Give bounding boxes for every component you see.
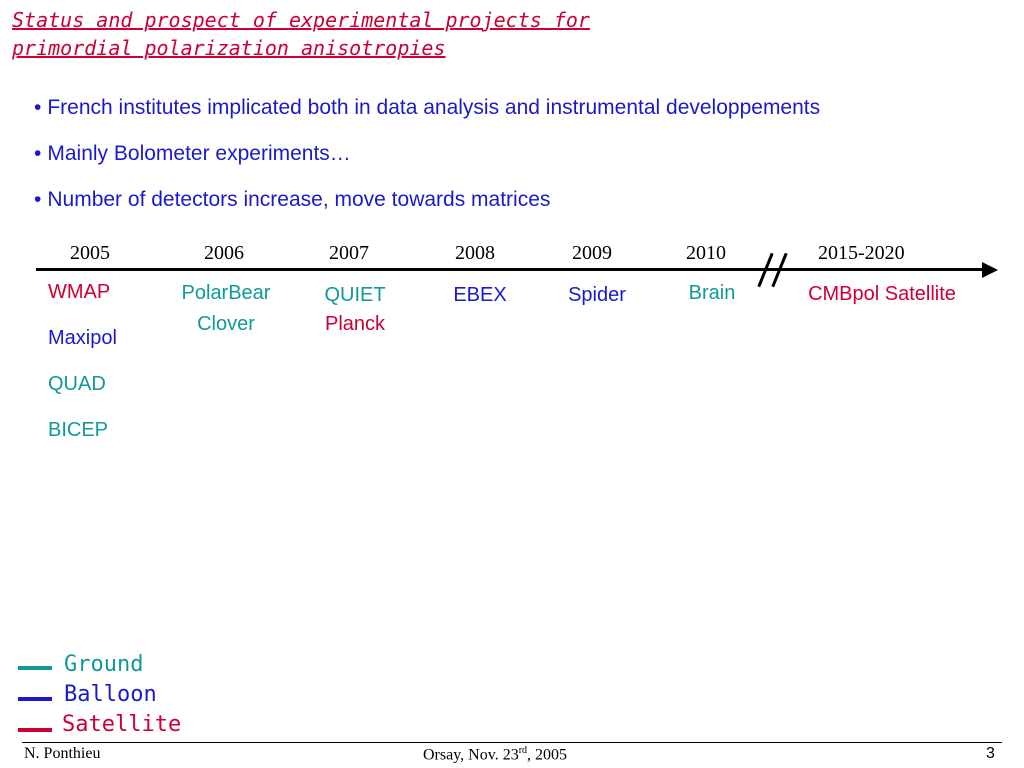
year-2006: 2006 <box>204 242 244 264</box>
page-number: 3 <box>986 745 995 762</box>
project-spider: Spider <box>568 284 626 306</box>
legend-label-balloon: Balloon <box>64 682 157 707</box>
project-ebex: EBEX <box>453 284 507 306</box>
bullet-text: French institutes implicated both in dat… <box>47 96 821 119</box>
project-cmbpol-satellite: CMBpol Satellite <box>808 283 956 305</box>
year-2008: 2008 <box>455 242 495 264</box>
legend-label-ground: Ground <box>64 652 144 677</box>
project-brain: Brain <box>688 282 736 304</box>
slide-title: Status and prospect of experimental proj… <box>12 6 712 62</box>
project-wmap: WMAP <box>48 281 111 303</box>
bullet-item-1: • French institutes implicated both in da… <box>34 96 820 120</box>
footer-author: N. Ponthieu <box>24 745 101 762</box>
project-bicep: BICEP <box>48 419 109 441</box>
bullet-dot: • <box>34 96 42 119</box>
footer-place-suffix: , 2005 <box>527 746 568 764</box>
title-line-2: primordial polarization anisotropies <box>12 36 446 60</box>
arrow-right-icon <box>982 262 998 278</box>
year-2005: 2005 <box>70 242 110 264</box>
legend-label-satellite: Satellite <box>62 712 182 737</box>
bullet-text: Mainly Bolometer experiments… <box>47 142 351 165</box>
project-polarbear: PolarBear <box>181 282 271 304</box>
year-2010: 2010 <box>686 242 726 264</box>
bullet-dot: • <box>34 142 42 165</box>
year-2015-2020: 2015-2020 <box>818 242 905 264</box>
legend-swatch-balloon <box>18 697 52 701</box>
year-2009: 2009 <box>572 242 612 264</box>
bullet-text: Number of detectors increase, move towar… <box>47 188 551 211</box>
title-line-1: Status and prospect of experimental proj… <box>12 8 590 32</box>
project-maxipol: Maxipol <box>48 327 117 349</box>
bullet-item-3: • Number of detectors increase, move towa… <box>34 188 550 212</box>
project-quiet: QUIET <box>324 284 386 306</box>
footer-place-date: Orsay, Nov. 23rd, 2005 <box>423 745 567 764</box>
footer-place-prefix: Orsay, Nov. 23 <box>423 746 519 764</box>
project-quad: QUAD <box>48 373 106 395</box>
timeline-axis <box>36 268 986 271</box>
legend-swatch-ground <box>18 666 52 670</box>
bullet-dot: • <box>34 188 42 211</box>
footer-place-sup: rd <box>518 745 528 756</box>
project-planck: Planck <box>324 313 386 335</box>
year-2007: 2007 <box>329 242 369 264</box>
legend-swatch-satellite <box>18 728 52 732</box>
bullet-item-2: • Mainly Bolometer experiments… <box>34 142 351 166</box>
footer-divider <box>22 742 1002 743</box>
project-clover: Clover <box>197 313 255 335</box>
